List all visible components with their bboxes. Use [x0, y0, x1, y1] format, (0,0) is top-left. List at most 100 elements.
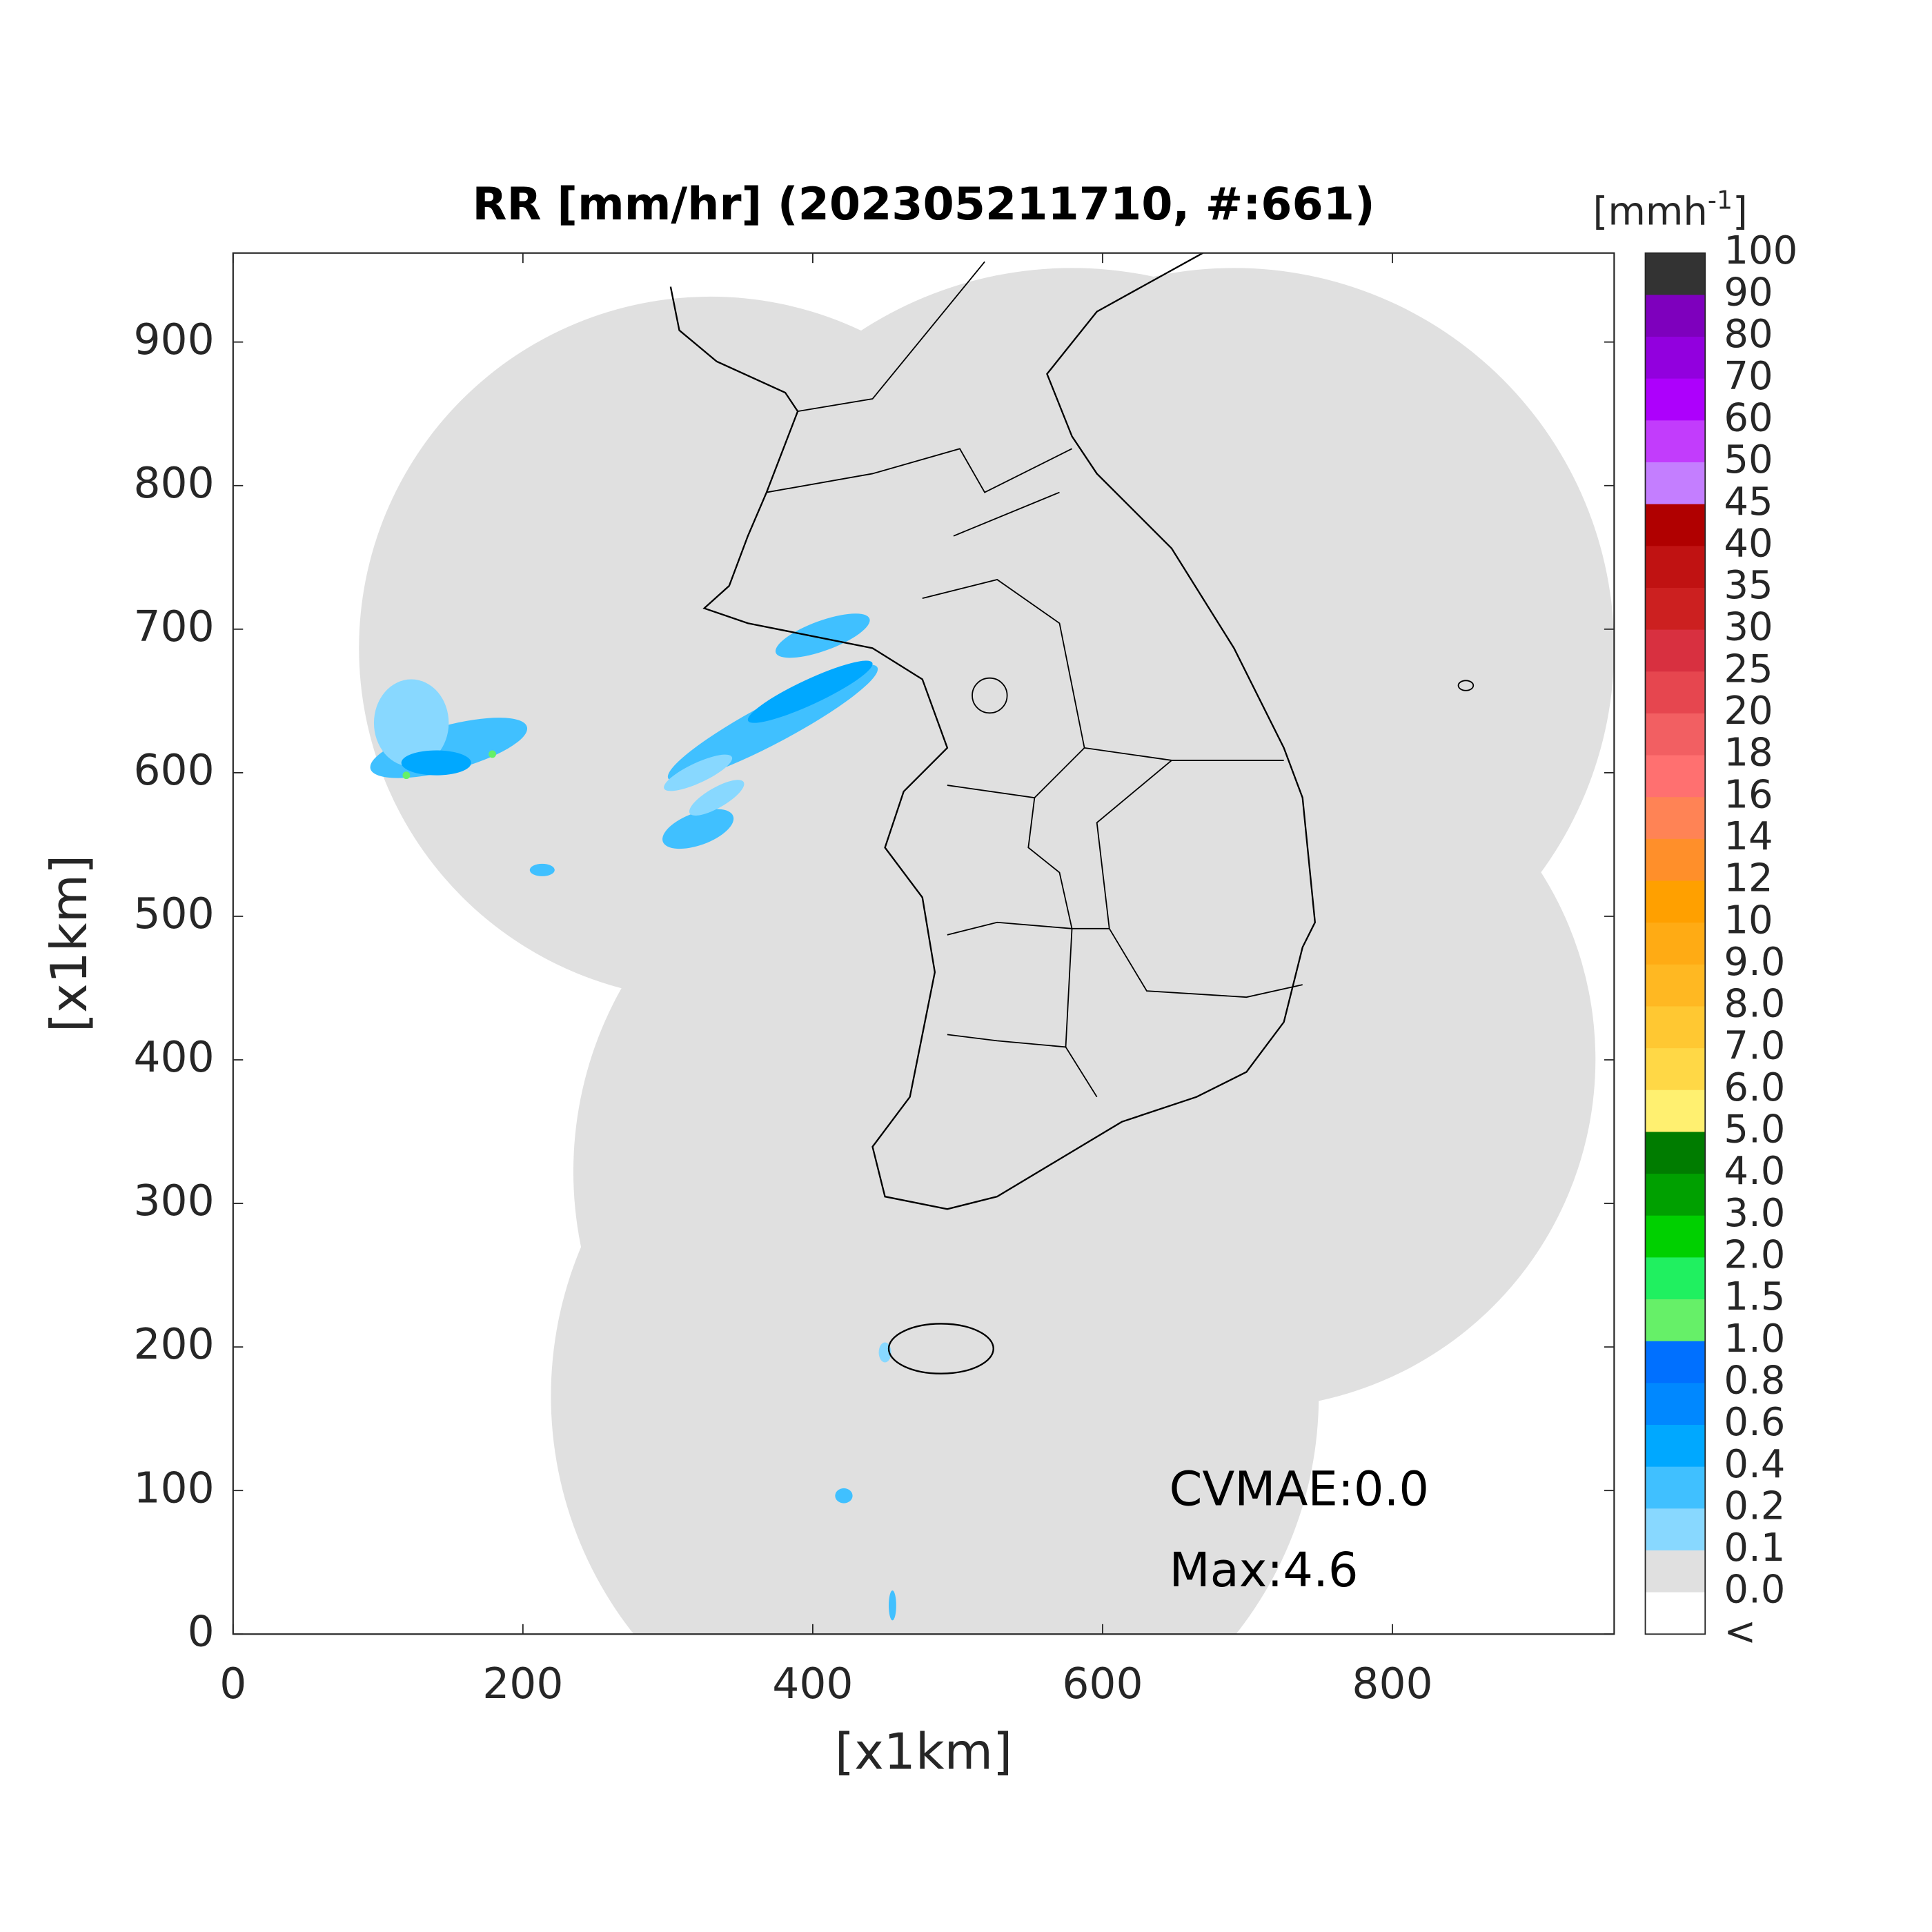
- colorbar-label: 1.5: [1724, 1274, 1785, 1319]
- colorbar-label: 60: [1724, 395, 1773, 440]
- colorbar-segment: [1645, 1090, 1706, 1133]
- ulleung-island: [1457, 680, 1475, 691]
- y-tick-label: 500: [133, 889, 214, 938]
- colorbar-segment: [1645, 295, 1706, 337]
- colorbar-frame: [1644, 252, 1706, 1635]
- colorbar-segment: [1645, 755, 1706, 798]
- colorbar-segment: [1645, 964, 1706, 1007]
- colorbar-segment: [1645, 1424, 1706, 1468]
- colorbar-label: 4.0: [1724, 1149, 1785, 1194]
- colorbar-label: 7.0: [1724, 1023, 1785, 1068]
- colorbar-segment: [1645, 378, 1706, 422]
- title: RR [mm/hr] (202305211710, #:661): [472, 179, 1374, 230]
- annotation: CVMAE:0.0: [1169, 1461, 1429, 1517]
- colorbar-label: 70: [1724, 354, 1773, 399]
- x-tick-label: 800: [1352, 1659, 1432, 1708]
- colorbar-segment: [1645, 1132, 1706, 1174]
- x-tick-label: 600: [1062, 1659, 1143, 1708]
- x-tick-label: 200: [482, 1659, 563, 1708]
- rain-echoes: [370, 613, 896, 1621]
- colorbar-label: 2.0: [1724, 1233, 1785, 1278]
- colorbar-label: 90: [1724, 270, 1773, 315]
- colorbar-label: 35: [1724, 563, 1773, 608]
- colorbar-label: 12: [1724, 856, 1773, 901]
- colorbar-label: 0.0: [1724, 1568, 1785, 1613]
- colorbar-label: 5.0: [1724, 1107, 1785, 1152]
- colorbar-label: 3.0: [1724, 1191, 1785, 1236]
- colorbar-segment: [1645, 1341, 1706, 1384]
- coverage: [897, 710, 1596, 1409]
- colorbar-label: 0.2: [1724, 1483, 1785, 1528]
- unit-text: [mmh: [1593, 190, 1707, 235]
- y-tick-label: 400: [133, 1033, 214, 1082]
- colorbar-label: 8.0: [1724, 982, 1785, 1027]
- y-tick-label: 200: [133, 1320, 214, 1369]
- colorbar-segment: [1645, 1550, 1706, 1593]
- x-axis-label: [x1km]: [835, 1723, 1012, 1781]
- colorbar-segment: [1645, 629, 1706, 673]
- colorbar-segment: [1645, 504, 1706, 547]
- colorbar-label: 0.6: [1724, 1400, 1785, 1445]
- unit-superscript: -1: [1708, 186, 1733, 215]
- colorbar-segment: [1645, 1174, 1706, 1216]
- y-tick-label: 700: [133, 602, 214, 651]
- colorbar-segment: [1645, 838, 1706, 882]
- colorbar-label: 25: [1724, 647, 1773, 691]
- y-tick-label: 100: [133, 1463, 214, 1512]
- seoul: [972, 677, 1008, 714]
- colorbar-segment: [1645, 1257, 1706, 1300]
- colorbar-segment: [1645, 546, 1706, 589]
- jeju-island: [887, 1323, 994, 1374]
- colorbar-segment: [1645, 713, 1706, 756]
- colorbar-segment: [1645, 1048, 1706, 1091]
- colorbar-segment: [1645, 671, 1706, 714]
- colorbar-segment: [1645, 1006, 1706, 1049]
- coastline: [669, 253, 1317, 1210]
- unit-close: ]: [1733, 190, 1748, 235]
- colorbar-label: 50: [1724, 437, 1773, 482]
- colorbar-label: 45: [1724, 480, 1773, 524]
- colorbar-label: 40: [1724, 521, 1773, 566]
- colorbar-segment: [1645, 462, 1706, 505]
- radar-coverage: [359, 253, 1615, 1635]
- plot-frame: [232, 252, 1615, 1635]
- colorbar-segment: [1645, 420, 1706, 463]
- colorbar-segment: [1645, 253, 1706, 296]
- y-tick-label: 900: [133, 315, 214, 364]
- colorbar-segment: [1645, 1215, 1706, 1259]
- colorbar-segment: [1645, 1592, 1706, 1635]
- colorbar-label: 16: [1724, 772, 1773, 817]
- colorbar-segment: [1645, 1299, 1706, 1342]
- colorbar-label: 0.1: [1724, 1526, 1785, 1570]
- colorbar-label: 10: [1724, 898, 1773, 943]
- colorbar-unit: [mmh-1]: [1593, 186, 1747, 235]
- y-tick-label: 600: [133, 746, 214, 795]
- colorbar-label: 20: [1724, 689, 1773, 733]
- colorbar-segment: [1645, 587, 1706, 631]
- colorbar-segment: [1645, 1466, 1706, 1510]
- colorbar-label: 14: [1724, 814, 1773, 859]
- colorbar-label: 1.0: [1724, 1317, 1785, 1361]
- colorbar-segment: [1645, 797, 1706, 840]
- colorbar-segment: [1645, 1383, 1706, 1426]
- colorbar-label: 30: [1724, 605, 1773, 650]
- colorbar-label: 80: [1724, 312, 1773, 357]
- annotation: Max:4.6: [1169, 1543, 1358, 1598]
- colorbar-label: 18: [1724, 731, 1773, 776]
- colorbar-segment: [1645, 1508, 1706, 1551]
- colorbar-label: 100: [1724, 228, 1797, 273]
- colorbar-label: 0.8: [1724, 1358, 1785, 1403]
- y-axis-label: [x1km]: [41, 855, 99, 1032]
- colorbar-label: <: [1724, 1609, 1756, 1654]
- colorbar-label: 9.0: [1724, 940, 1785, 985]
- x-tick-label: 400: [772, 1659, 853, 1708]
- colorbar-segment: [1645, 880, 1706, 924]
- province-borders: [766, 261, 1303, 1098]
- colorbar-label: 6.0: [1724, 1065, 1785, 1110]
- colorbar-label: 0.4: [1724, 1442, 1785, 1487]
- x-tick-label: 0: [219, 1659, 246, 1708]
- colorbar-segment: [1645, 337, 1706, 379]
- colorbar-segment: [1645, 923, 1706, 965]
